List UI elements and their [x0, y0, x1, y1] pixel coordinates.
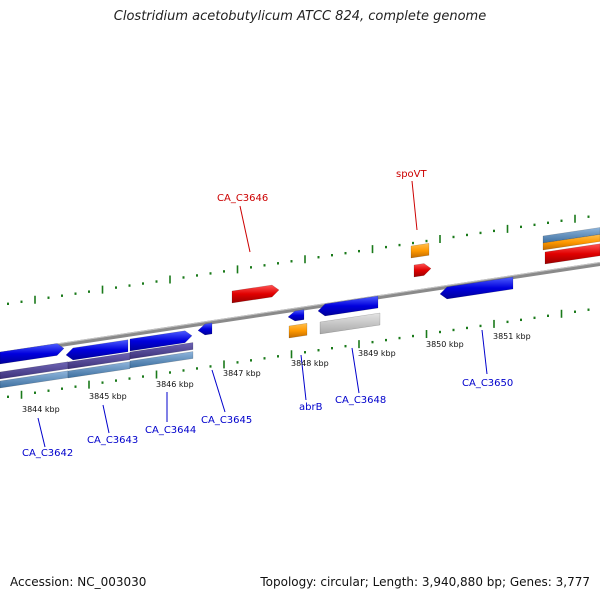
gene-label-ca-c3642[interactable]: CA_C3642	[22, 448, 73, 459]
scale-labels: 3844 kbp 3845 kbp 3846 kbp 3847 kbp 3848…	[22, 332, 531, 414]
forward-gene-feature	[544, 243, 600, 265]
orange-feature	[542, 234, 600, 251]
leader-line	[211, 369, 226, 413]
genome-summary-text: Topology: circular; Length: 3,940,880 bp…	[260, 575, 590, 589]
scale-label: 3844 kbp	[22, 405, 60, 414]
leader-line	[37, 417, 46, 448]
gene-label-ca-c3650[interactable]: CA_C3650	[462, 378, 513, 389]
feature-track	[0, 227, 600, 389]
scale-label: 3846 kbp	[156, 380, 194, 389]
gene-label-spovt[interactable]: spoVT	[396, 169, 428, 180]
reverse-gene-feature	[129, 330, 193, 352]
scale-label: 3845 kbp	[89, 392, 127, 401]
gene-label-ca-c3645[interactable]: CA_C3645	[201, 415, 252, 426]
scale-label: 3850 kbp	[426, 340, 464, 349]
leader-line	[102, 404, 110, 434]
orange-feature	[410, 243, 430, 259]
upper-tick-row	[7, 214, 590, 305]
annotation-band	[67, 352, 131, 370]
reverse-gene-feature	[197, 322, 213, 336]
scale-label: 3849 kbp	[358, 349, 396, 358]
gene-label-ca-c3648[interactable]: CA_C3648	[335, 395, 386, 406]
lower-tick-row	[7, 308, 590, 399]
annotation-band	[542, 227, 600, 244]
leader-lines	[37, 180, 488, 448]
gene-label-ca-c3644[interactable]: CA_C3644	[145, 425, 196, 436]
forward-gene-feature	[413, 263, 432, 278]
reverse-gene-feature	[317, 295, 379, 317]
reverse-gene-feature	[65, 339, 129, 361]
leader-line	[239, 205, 251, 253]
forward-gene-feature	[231, 284, 280, 304]
annotation-band	[129, 342, 194, 360]
scale-label: 3847 kbp	[223, 369, 261, 378]
reverse-gene-feature	[0, 343, 65, 365]
gray-feature	[319, 312, 381, 335]
accession-text: Accession: NC_003030	[10, 575, 147, 589]
annotation-band	[67, 361, 131, 379]
scale-label: 3848 kbp	[291, 359, 329, 368]
gene-label-ca-c3643[interactable]: CA_C3643	[87, 435, 138, 446]
leader-line	[411, 180, 418, 231]
orange-feature	[288, 323, 308, 339]
scale-label: 3851 kbp	[493, 332, 531, 341]
reverse-gene-feature	[287, 309, 305, 322]
leader-line	[351, 347, 360, 394]
map-title: Clostridium acetobutylicum ATCC 824, com…	[113, 9, 487, 24]
reverse-gene-feature	[439, 276, 514, 300]
gene-label-ca-c3646[interactable]: CA_C3646	[217, 193, 268, 204]
annotation-band	[129, 351, 194, 369]
gene-label-abrb[interactable]: abrB	[299, 402, 323, 413]
leader-line	[300, 354, 307, 401]
leader-line	[481, 329, 488, 375]
genome-backbone-highlight	[0, 262, 600, 353]
